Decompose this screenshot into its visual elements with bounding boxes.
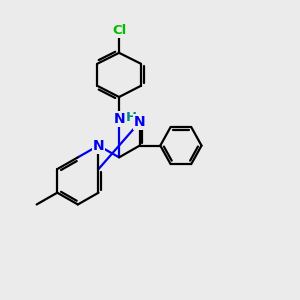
Text: N: N bbox=[134, 115, 146, 129]
Text: N: N bbox=[113, 112, 125, 126]
Text: H: H bbox=[126, 111, 137, 124]
Text: Cl: Cl bbox=[112, 24, 126, 37]
Text: N: N bbox=[93, 139, 104, 153]
